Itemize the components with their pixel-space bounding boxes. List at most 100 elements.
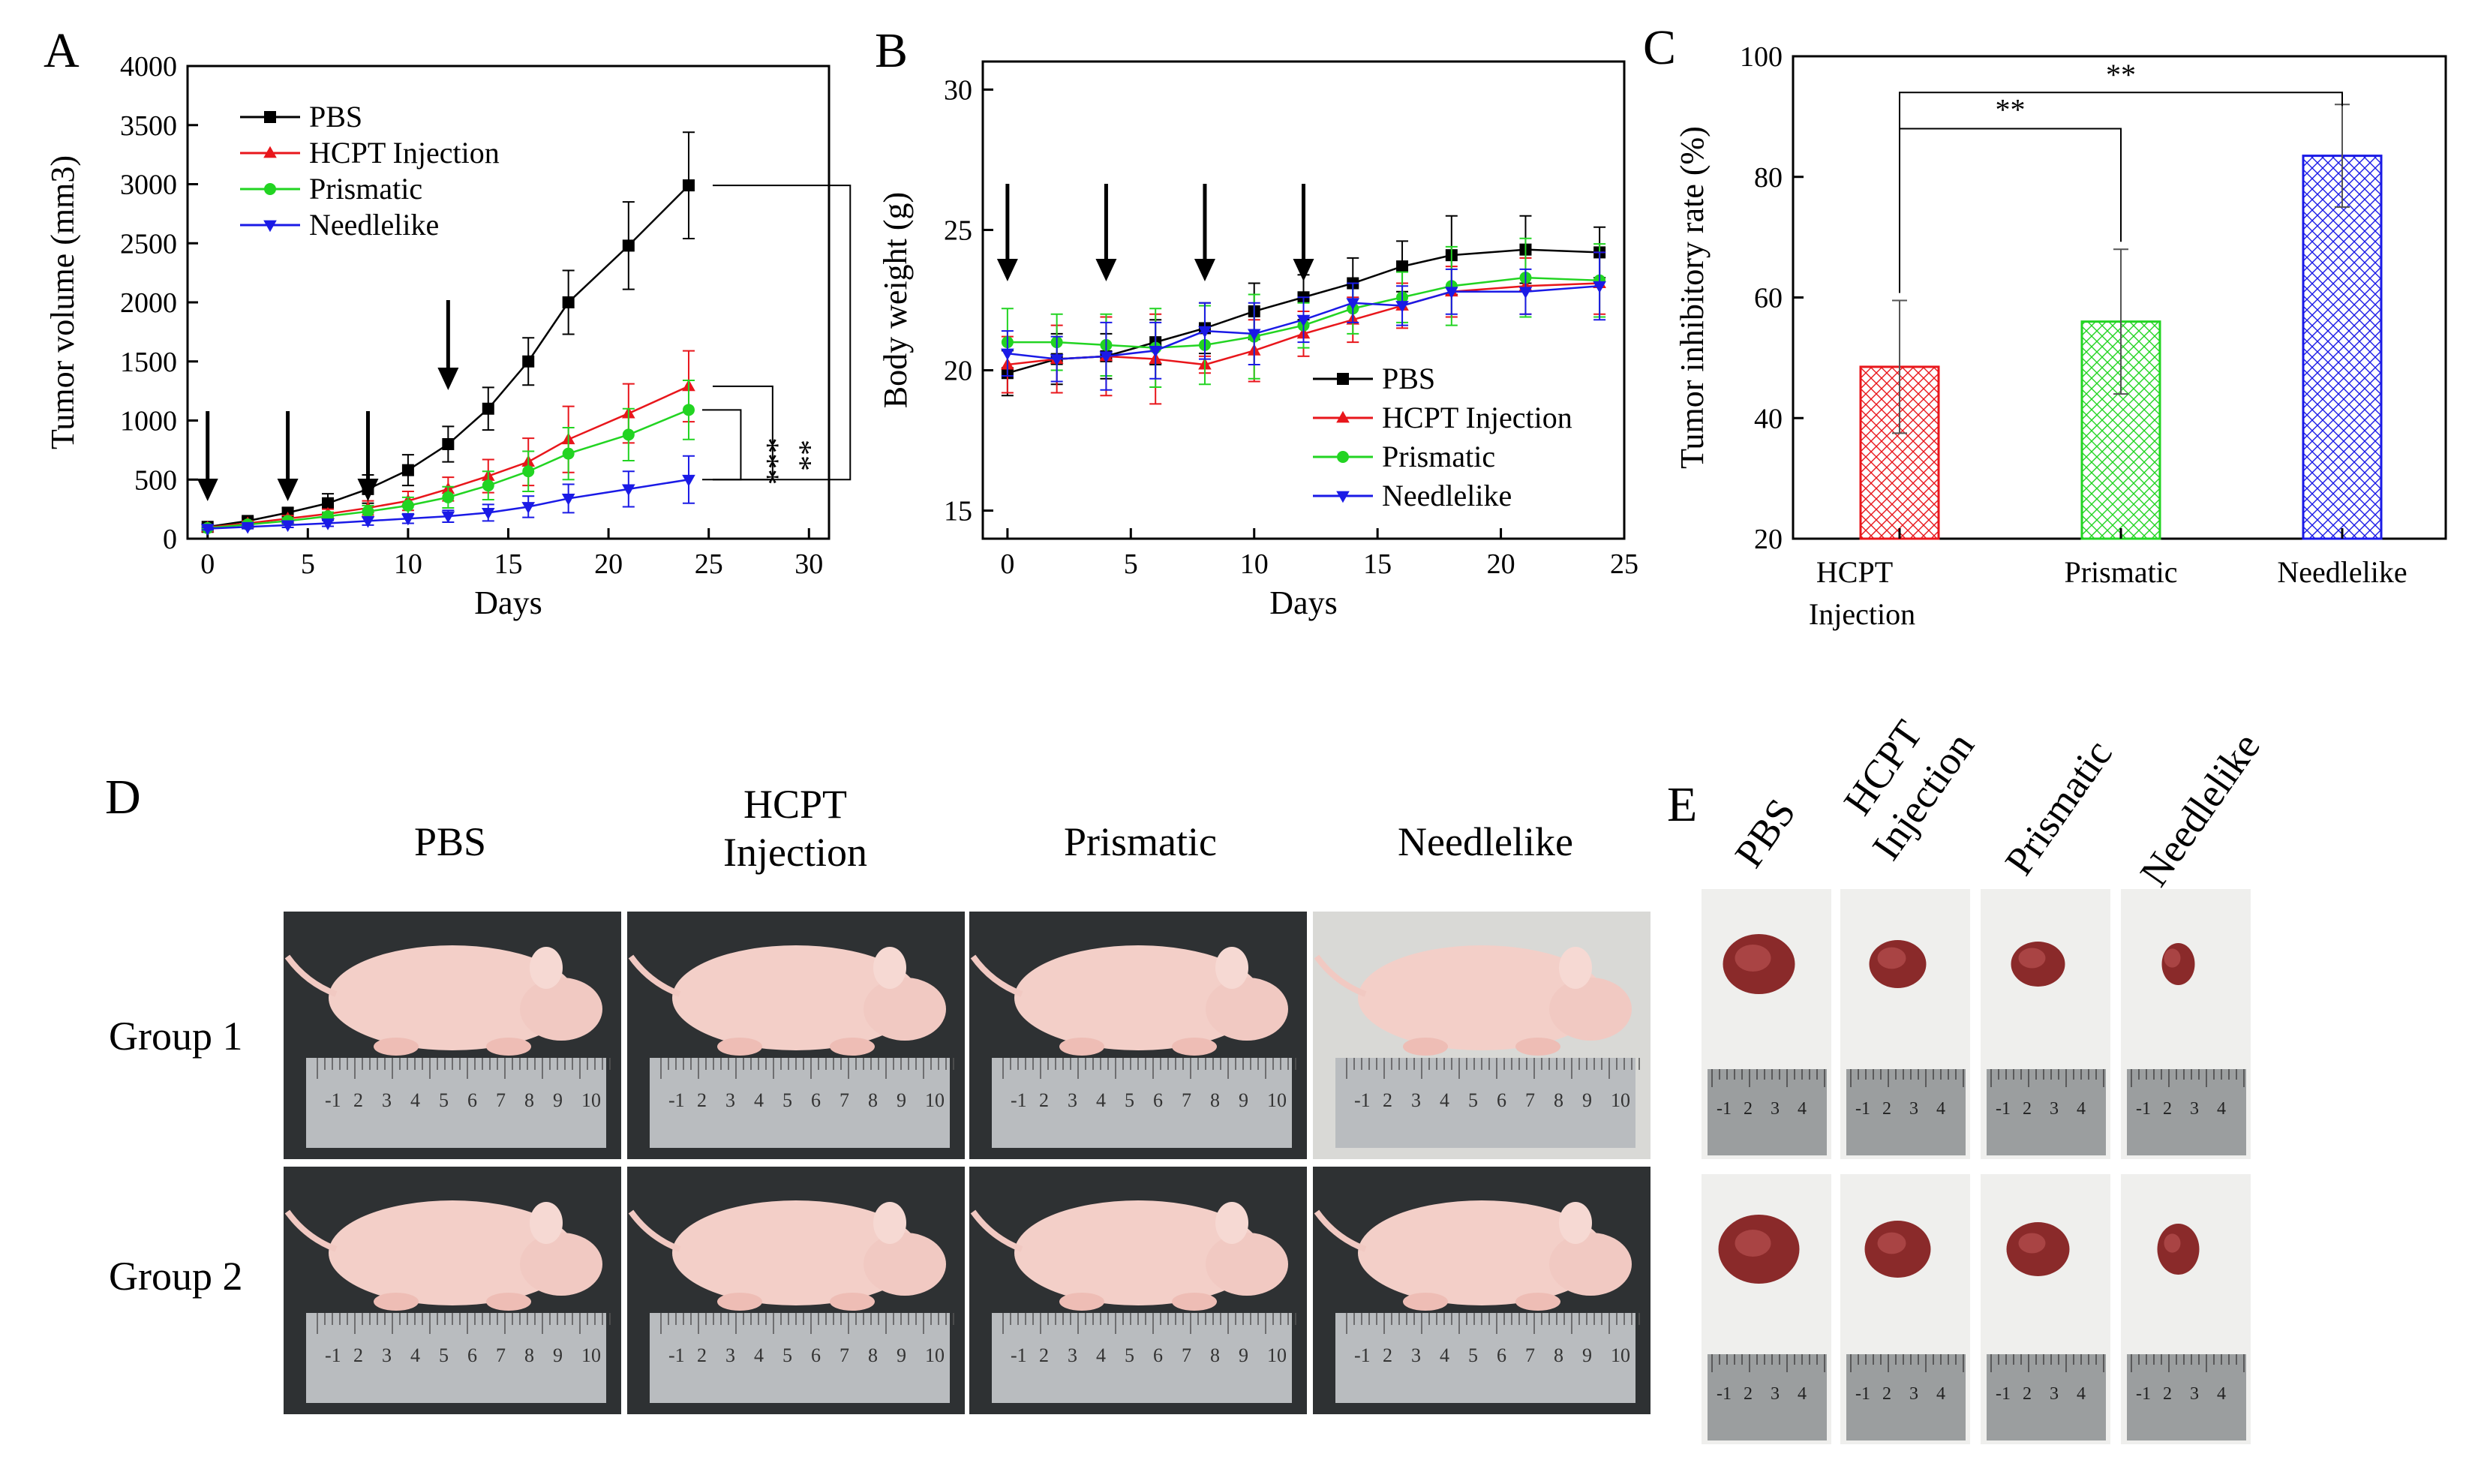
panel-d-row-2: Group 2 <box>109 1254 243 1299</box>
ruler-number: 4 <box>2217 1099 2226 1119</box>
sig-bracket-1 <box>701 409 742 481</box>
ruler <box>992 1058 1292 1148</box>
ruler-number: -1 <box>1855 1384 1870 1404</box>
sig-label-0: ** <box>1996 92 2026 126</box>
legend-label-2: Prismatic <box>1382 440 1495 473</box>
panel-d-col-1: PBS <box>413 819 487 864</box>
sig-bracket-0 <box>712 185 852 481</box>
ruler-number: 10 <box>1611 1089 1630 1111</box>
ruler-number: 3 <box>1068 1089 1077 1111</box>
ruler-number: -1 <box>2136 1384 2151 1404</box>
point-0-5 <box>401 464 414 476</box>
ruler-number: 5 <box>439 1344 449 1366</box>
y-tick-label-7: 3500 <box>120 110 177 142</box>
panel-d-col-4: Needlelike <box>1398 819 1573 864</box>
y-tick-label-1: 20 <box>944 356 972 387</box>
ruler-number: 7 <box>840 1089 849 1111</box>
ruler-number: 9 <box>553 1089 563 1111</box>
ruler-number: 2 <box>1744 1099 1753 1119</box>
tumor-highlight <box>1877 1232 1906 1254</box>
ruler-number: 9 <box>1582 1344 1592 1366</box>
point-3-5 <box>1247 329 1261 341</box>
tumor-photo-r1-c4: -1 2 3 4 <box>2121 889 2251 1159</box>
ruler-number: 9 <box>1239 1089 1248 1111</box>
mouse-photo-art: -1 2 3 4 5 6 7 8 9 10 <box>1313 1167 1650 1414</box>
point-0-8 <box>522 355 535 368</box>
legend-label-1: HCPT Injection <box>1382 401 1572 434</box>
mouse-photo-art: -1 2 3 4 5 6 7 8 9 10 <box>627 1167 965 1414</box>
ruler-number: 7 <box>840 1344 849 1366</box>
tumor-photo-art: -1 2 3 4 <box>2121 1174 2251 1444</box>
ruler-number: -1 <box>1717 1099 1732 1119</box>
ruler-number: 2 <box>1882 1099 1891 1119</box>
x-tick-label-2: 10 <box>394 548 422 580</box>
legend-marker-0 <box>1337 373 1349 385</box>
x-tick-label-1: 5 <box>1124 548 1138 580</box>
ruler-number: 4 <box>1440 1089 1449 1111</box>
sig-label-1: ** <box>2106 58 2136 92</box>
ruler-number: 4 <box>1936 1384 1945 1404</box>
mouse-photo-art: -1 2 3 4 5 6 7 8 9 10 <box>284 912 621 1159</box>
tumor-photo-art: -1 2 3 4 <box>1981 1174 2110 1444</box>
point-0-10 <box>622 239 635 252</box>
ruler-number: 3 <box>2050 1384 2059 1404</box>
ruler <box>1708 1069 1827 1155</box>
mouse-photo-art: -1 2 3 4 5 6 7 8 9 10 <box>284 1167 621 1414</box>
x-axis-label: Days <box>474 584 542 621</box>
mouse-ear <box>1559 947 1592 989</box>
y-tick-label-8: 4000 <box>120 51 177 83</box>
mouse-head <box>520 978 602 1041</box>
tumor-volume-chart: 0 5 10 15 20 25 30 0 500 1000 1500 2000 2500 3000 3500… <box>44 51 863 621</box>
ruler-number: 4 <box>1936 1099 1945 1119</box>
panel-e-header: PBS HCPT Injection Prismatic Needlelike <box>1726 712 2269 894</box>
tumor-photo-r1-c3: -1 2 3 4 <box>1981 889 2110 1159</box>
ruler <box>650 1313 950 1403</box>
point-3-9 <box>561 494 575 506</box>
mouse-head <box>1549 1233 1632 1296</box>
ruler-number: 4 <box>754 1344 764 1366</box>
x-tick-label-2: 10 <box>1240 548 1269 580</box>
mouse-leg <box>830 1038 875 1056</box>
ruler-number: 7 <box>496 1089 506 1111</box>
ruler-number: 3 <box>1909 1384 1918 1404</box>
point-3-8 <box>521 502 536 514</box>
mouse-leg <box>1172 1038 1217 1056</box>
point-3-3 <box>321 518 335 530</box>
plot-frame <box>186 65 831 540</box>
x-tick-label-3: 15 <box>1363 548 1392 580</box>
point-0-6 <box>442 438 455 450</box>
tumor-photo-r2-c1: -1 2 3 4 <box>1702 1174 1831 1444</box>
y-tick-label-2: 60 <box>1754 283 1783 314</box>
ruler-number: 3 <box>1771 1099 1780 1119</box>
ruler-number: 8 <box>868 1344 878 1366</box>
dosing-arrow-0-head <box>996 259 1018 281</box>
x-tick-label-5: 25 <box>695 548 723 580</box>
point-2-10 <box>622 428 635 441</box>
ruler-number: 2 <box>2023 1384 2032 1404</box>
ruler-number: 6 <box>467 1344 477 1366</box>
ruler-number: 3 <box>2190 1384 2199 1404</box>
ruler-number: 2 <box>1882 1384 1891 1404</box>
mouse-leg <box>830 1293 875 1311</box>
point-3-7 <box>1346 298 1360 310</box>
ruler <box>2127 1354 2246 1440</box>
series-line-1 <box>207 385 689 529</box>
mouse-leg <box>1515 1038 1560 1056</box>
ruler-number: 8 <box>524 1344 534 1366</box>
y-tick-label-6: 3000 <box>120 170 177 201</box>
ruler-number: 4 <box>1798 1099 1807 1119</box>
point-3-0 <box>200 524 215 536</box>
panel-letter-d: D <box>105 770 141 825</box>
point-3-7 <box>481 507 495 520</box>
ruler-number: 4 <box>2077 1099 2086 1119</box>
ruler-number: -1 <box>1011 1089 1027 1111</box>
ruler-number: 4 <box>410 1344 420 1366</box>
mouse-leg <box>486 1293 531 1311</box>
legend-label-3: Needlelike <box>1382 479 1512 512</box>
ruler-number: -1 <box>1354 1089 1371 1111</box>
ruler-number: -1 <box>1011 1344 1027 1366</box>
ruler-number: 4 <box>754 1089 764 1111</box>
mouse-photo-art: -1 2 3 4 5 6 7 8 9 10 <box>627 912 965 1159</box>
x-tick-label-1: 5 <box>301 548 315 580</box>
mouse-ear <box>873 947 906 989</box>
